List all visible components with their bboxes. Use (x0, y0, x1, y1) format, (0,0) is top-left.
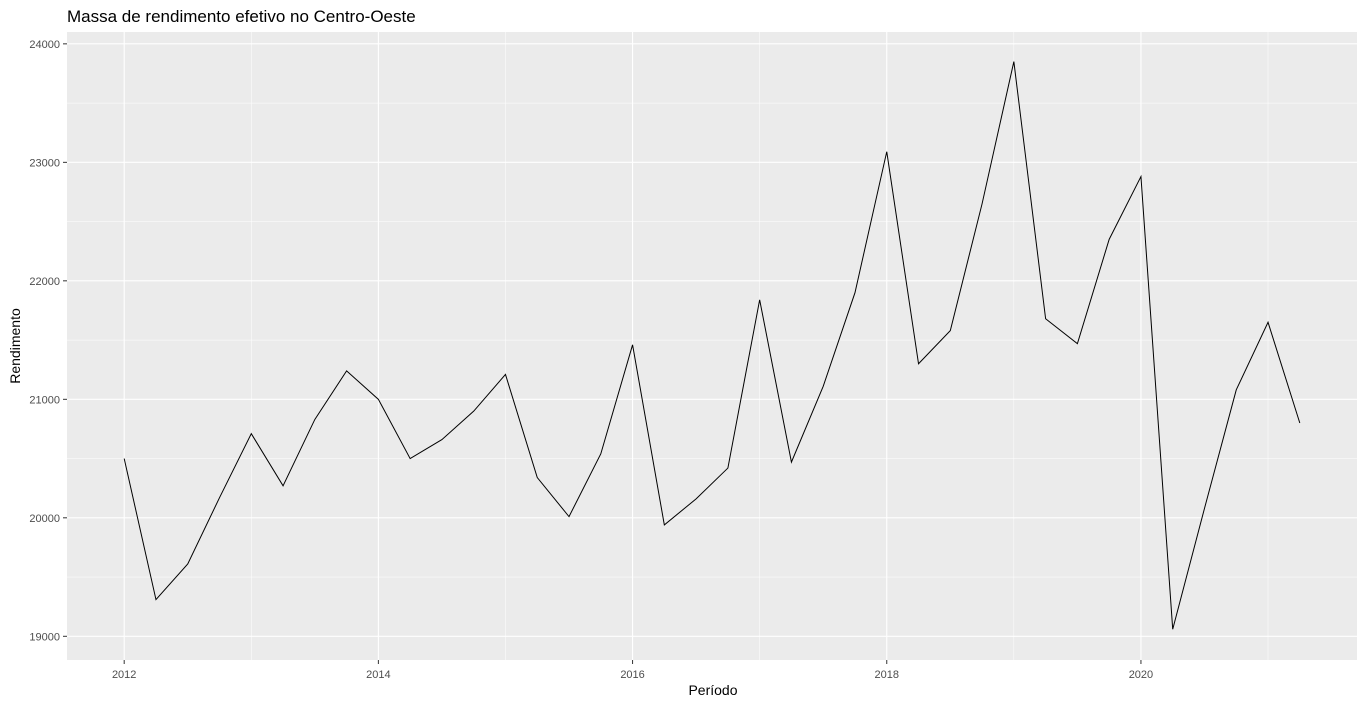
x-axis: 2012 2014 2016 2018 2020 (112, 660, 1153, 681)
x-tick-label: 2018 (875, 669, 899, 681)
x-tick-label: 2016 (620, 669, 644, 681)
y-tick-label: 19000 (29, 631, 60, 643)
y-tick-label: 23000 (29, 157, 60, 169)
y-tick-label: 22000 (29, 276, 60, 288)
series-line (123, 61, 1301, 630)
chart-title: Massa de rendimento efetivo no Centro-Oe… (67, 7, 416, 26)
x-tick-label: 2020 (1129, 669, 1153, 681)
y-axis: 19000 20000 21000 22000 23000 24000 (29, 39, 67, 643)
x-axis-title: Período (688, 682, 737, 698)
x-tick-label: 2012 (112, 669, 136, 681)
y-tick-label: 20000 (29, 513, 60, 525)
plot-panel (67, 32, 1357, 660)
y-tick-label: 21000 (29, 394, 60, 406)
y-axis-title: Rendimento (7, 308, 23, 384)
y-tick-label: 24000 (29, 39, 60, 51)
plot-area (67, 32, 1357, 660)
series-layer (123, 61, 1301, 630)
x-tick-label: 2014 (366, 669, 390, 681)
